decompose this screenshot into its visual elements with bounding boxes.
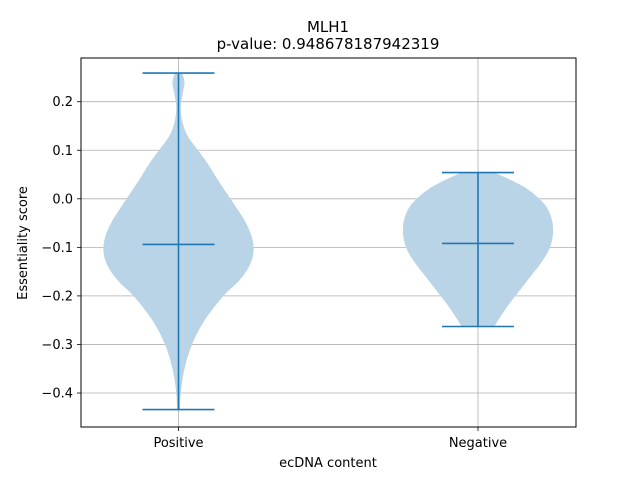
chart-title: MLH1 (307, 18, 349, 36)
y-tick-label: −0.3 (41, 338, 73, 353)
x-axis-ticks: Positive Negative (153, 427, 507, 451)
y-tick-label: −0.2 (41, 289, 73, 304)
y-tick-label: 0.0 (52, 192, 73, 207)
chart-subtitle: p-value: 0.948678187942319 (217, 35, 440, 53)
y-tick-label: −0.1 (41, 241, 73, 256)
y-tick-label: 0.1 (52, 144, 73, 159)
violin-statistics (142, 72, 514, 411)
y-axis-ticks: −0.4 −0.3 −0.2 −0.1 0.0 0.1 0.2 (41, 95, 81, 402)
x-axis-title: ecDNA content (279, 456, 377, 471)
y-axis-title: Essentiality score (16, 186, 31, 300)
y-tick-label: 0.2 (52, 95, 73, 110)
x-tick-label: Negative (449, 436, 507, 451)
y-tick-label: −0.4 (41, 387, 73, 402)
violin-bodies (103, 73, 554, 410)
plot-area-frame (80, 57, 577, 428)
x-tick-label: Positive (153, 436, 203, 451)
